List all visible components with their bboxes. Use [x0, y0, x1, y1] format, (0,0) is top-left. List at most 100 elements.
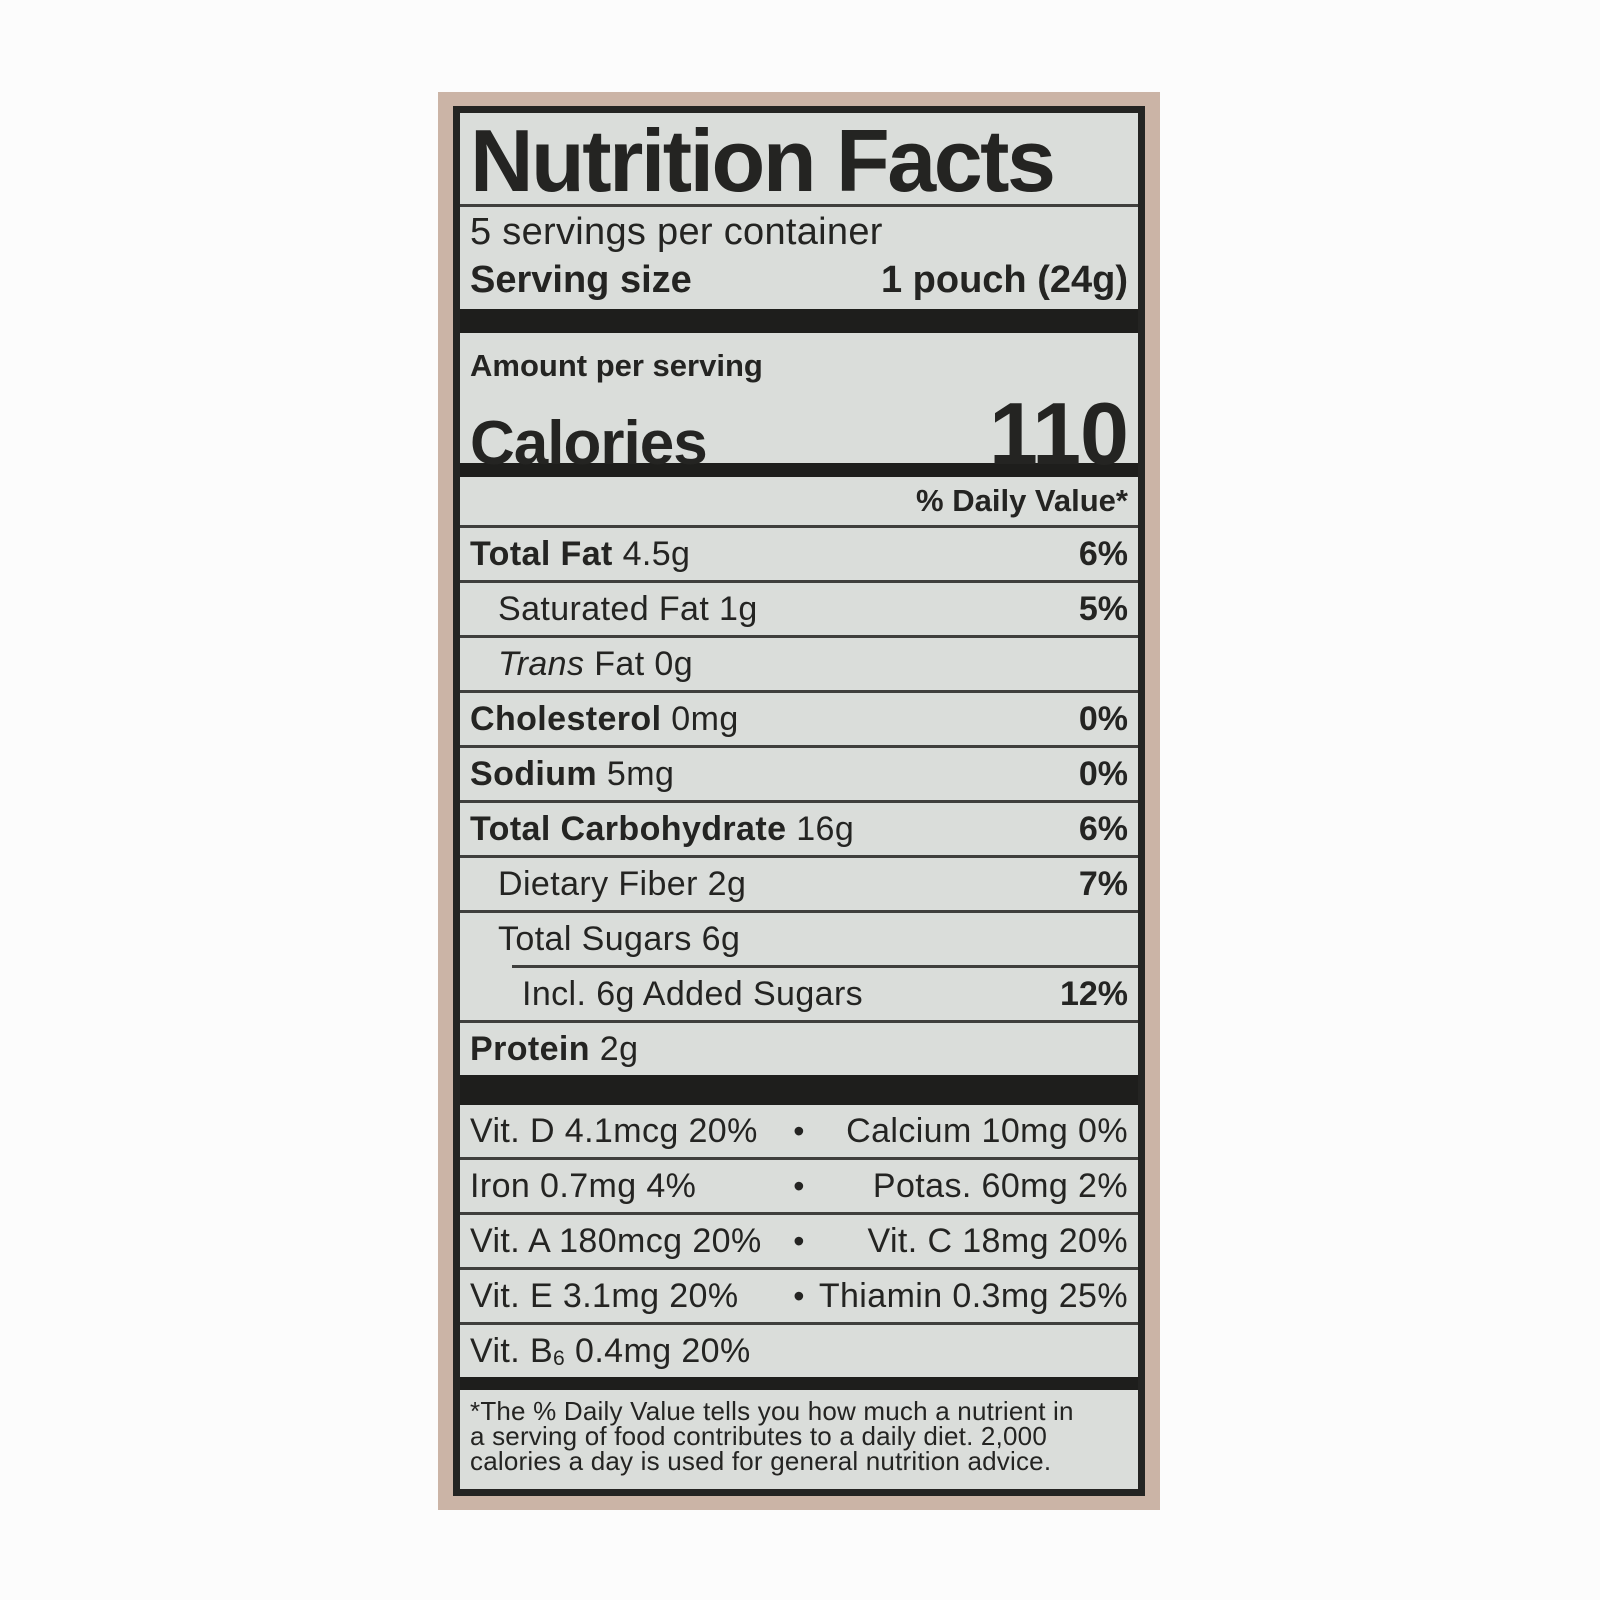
calories-label: Calories [470, 409, 708, 478]
row-divider [460, 580, 1138, 583]
text-part: Dietary Fiber 2g [498, 864, 747, 903]
nutrient-row: Total Sugars 6g [460, 913, 1138, 965]
micronutrient-right: Calcium 10mg 0% [816, 1112, 1128, 1151]
text-part: 0mg [661, 699, 739, 738]
thick-separator-bar-vitamins [460, 1075, 1138, 1105]
text-part: Potas. 60mg 2% [872, 1166, 1128, 1205]
text-part: Sodium [470, 754, 598, 793]
row-divider [460, 910, 1138, 913]
text-part: Protein [470, 1029, 590, 1068]
micronutrient-right: Thiamin 0.3mg 25% [816, 1277, 1128, 1316]
daily-value-footnote: *The % Daily Value tells you how much a … [460, 1390, 1138, 1474]
micronutrient-right: Vit. C 18mg 20% [816, 1222, 1128, 1261]
nutrient-row: Total Carbohydrate 16g 6% [460, 803, 1138, 855]
text-part: Trans [498, 644, 585, 683]
nutrient-name: Sodium 5mg [470, 755, 674, 794]
nutrient-daily-value: 0% [1078, 699, 1128, 738]
row-divider [460, 690, 1138, 693]
row-divider [460, 525, 1138, 528]
text-part: Saturated Fat 1g [498, 589, 758, 628]
nutrient-daily-value: 0% [1078, 754, 1128, 793]
text-part: 4.5g [612, 534, 691, 573]
row-divider [460, 1212, 1138, 1215]
nutrient-daily-value: 6% [1078, 809, 1128, 848]
bullet-separator: • [793, 1112, 805, 1149]
footnote-line: a serving of food contributes to a daily… [470, 1421, 1047, 1451]
serving-size-row: Serving size 1 pouch (24g) [460, 255, 1138, 303]
text-part: Vit. B [470, 1331, 554, 1370]
nutrient-name: Saturated Fat 1g [470, 590, 758, 629]
footnote-line: *The % Daily Value tells you how much a … [470, 1396, 1074, 1426]
text-part: 16g [786, 809, 855, 848]
text-part: Total Carbohydrate [470, 809, 787, 848]
text-part: 2g [589, 1029, 639, 1068]
nutrient-row: Trans Fat 0g [460, 638, 1138, 690]
nutrient-row: Cholesterol 0mg 0% [460, 693, 1138, 745]
nutrient-name: Incl. 6g Added Sugars [470, 975, 863, 1014]
title-divider [460, 204, 1138, 207]
calories-separator-bar [460, 463, 1138, 477]
text-part: Total Fat [470, 534, 613, 573]
calories-row: Calories 110 [460, 383, 1138, 483]
text-part: Vit. E 3.1mg 20% [470, 1276, 739, 1315]
row-divider [460, 1322, 1138, 1325]
row-divider [460, 1157, 1138, 1160]
text-part: Vit. C 18mg 20% [867, 1221, 1128, 1260]
micronutrient-left: Vit. E 3.1mg 20% [470, 1277, 782, 1316]
micronutrient-row: Vit. B6 0.4mg 20% [460, 1325, 1138, 1377]
nutrient-name: Total Fat 4.5g [470, 535, 690, 574]
bullet-separator: • [793, 1222, 805, 1259]
row-divider [460, 635, 1138, 638]
row-divider [460, 800, 1138, 803]
nutrient-name: Total Carbohydrate 16g [470, 810, 854, 849]
micronutrient-right: Potas. 60mg 2% [816, 1167, 1128, 1206]
nutrient-name: Protein 2g [470, 1030, 638, 1069]
micronutrient-row: Vit. D 4.1mcg 20% • Calcium 10mg 0% [460, 1105, 1138, 1157]
micronutrient-row: Iron 0.7mg 4% • Potas. 60mg 2% [460, 1160, 1138, 1212]
nutrient-daily-value: 6% [1078, 534, 1128, 573]
nutrition-facts-label: Nutrition Facts 5 servings per container… [453, 106, 1145, 1496]
amount-per-serving-label: Amount per serving [470, 348, 763, 383]
text-part: 0.4mg 20% [565, 1331, 751, 1370]
row-divider [460, 855, 1138, 858]
calories-value: 110 [989, 384, 1129, 483]
micronutrient-left: Vit. B6 0.4mg 20% [470, 1332, 782, 1371]
text-part: Vit. D 4.1mcg 20% [470, 1111, 758, 1150]
micronutrient-left: Vit. A 180mcg 20% [470, 1222, 782, 1261]
text-part: Iron 0.7mg 4% [470, 1166, 697, 1205]
text-part: Cholesterol [470, 699, 662, 738]
micronutrient-row: Vit. A 180mcg 20% • Vit. C 18mg 20% [460, 1215, 1138, 1267]
bullet-separator: • [793, 1277, 805, 1314]
nutrient-row: Total Fat 4.5g 6% [460, 528, 1138, 580]
text-part: Vit. A 180mcg 20% [470, 1221, 762, 1260]
text-part: Calcium 10mg 0% [846, 1111, 1128, 1150]
nutrient-row: Sodium 5mg 0% [460, 748, 1138, 800]
text-part: Total Sugars 6g [498, 919, 741, 958]
package-backdrop: Nutrition Facts 5 servings per container… [438, 92, 1160, 1510]
thick-separator-bar-top [460, 309, 1138, 333]
nutrient-row: Protein 2g [460, 1023, 1138, 1075]
serving-size-value: 1 pouch (24g) [880, 259, 1128, 301]
nutrient-name: Dietary Fiber 2g [470, 865, 746, 904]
nutrient-daily-value: 7% [1078, 864, 1128, 903]
servings-per-container: 5 servings per container [470, 211, 883, 253]
serving-size-label: Serving size [470, 259, 692, 301]
row-divider [512, 965, 1138, 968]
footnote-line: calories a day is used for general nutri… [470, 1446, 1052, 1476]
label-title: Nutrition Facts [470, 111, 1056, 210]
micronutrient-row: Vit. E 3.1mg 20% • Thiamin 0.3mg 25% [460, 1270, 1138, 1322]
nutrient-table: Total Fat 4.5g 6% Saturated Fat 1g 5% Trans … [460, 525, 1138, 1075]
text-part: Fat 0g [584, 644, 694, 683]
nutrient-row: Saturated Fat 1g 5% [460, 583, 1138, 635]
row-divider [460, 1267, 1138, 1270]
daily-value-header: % Daily Value* [916, 483, 1128, 518]
bullet-separator: • [793, 1167, 805, 1204]
nutrient-row: Dietary Fiber 2g 7% [460, 858, 1138, 910]
micronutrient-table: Vit. D 4.1mcg 20% • Calcium 10mg 0% Iron 0.… [460, 1105, 1138, 1377]
nutrient-name: Cholesterol 0mg [470, 700, 739, 739]
nutrient-name: Total Sugars 6g [470, 920, 740, 959]
text-part: Incl. 6g Added Sugars [522, 974, 864, 1013]
footnote-separator-bar [460, 1377, 1138, 1390]
nutrient-daily-value: 5% [1078, 589, 1128, 628]
